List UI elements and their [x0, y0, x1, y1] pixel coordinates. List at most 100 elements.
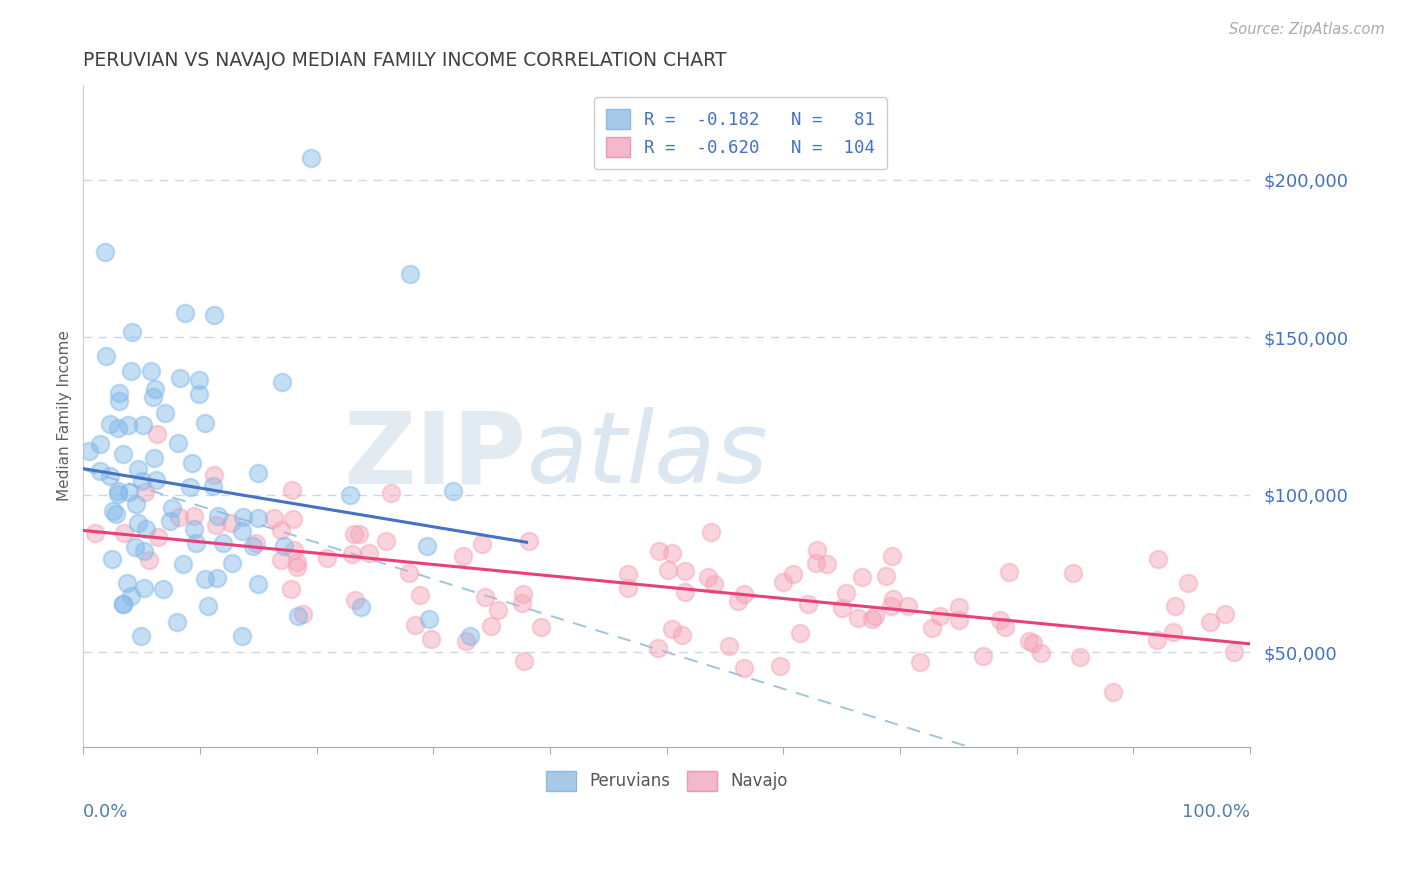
Point [283, 542, 305, 557]
Point [648, 544, 671, 558]
Point [120, 589, 142, 603]
Text: 100.0%: 100.0% [1182, 804, 1250, 822]
Point [207, 508, 229, 523]
Point [263, 510, 285, 524]
Point [1161, 625, 1184, 640]
Point [454, 634, 477, 648]
Point [727, 594, 749, 608]
Point [167, 510, 190, 524]
Point [380, 486, 402, 500]
Y-axis label: Median Family Income: Median Family Income [58, 330, 72, 501]
Point [94, 350, 117, 364]
Point [166, 615, 188, 630]
Point [245, 536, 267, 550]
Point [733, 661, 755, 675]
Point [231, 629, 253, 643]
Point [1177, 575, 1199, 590]
Point [404, 618, 426, 632]
Point [921, 621, 943, 635]
Point [789, 626, 811, 640]
Point [882, 549, 904, 563]
Point [145, 473, 167, 487]
Point [118, 485, 141, 500]
Point [299, 151, 322, 165]
Point [202, 467, 225, 482]
Point [138, 553, 160, 567]
Point [112, 525, 135, 540]
Text: ZIP: ZIP [343, 407, 527, 504]
Point [772, 575, 794, 590]
Point [132, 418, 155, 433]
Point [806, 542, 828, 557]
Point [174, 306, 197, 320]
Point [134, 485, 156, 500]
Point [132, 581, 155, 595]
Point [232, 510, 254, 524]
Point [349, 526, 371, 541]
Point [673, 564, 696, 578]
Point [703, 576, 725, 591]
Point [125, 497, 148, 511]
Point [1147, 551, 1170, 566]
Point [616, 581, 638, 595]
Point [530, 619, 553, 633]
Text: PERUVIAN VS NAVAJO MEDIAN FAMILY INCOME CORRELATION CHART: PERUVIAN VS NAVAJO MEDIAN FAMILY INCOME … [83, 51, 727, 70]
Point [187, 387, 209, 401]
Point [167, 436, 190, 450]
Point [988, 613, 1011, 627]
Point [415, 539, 437, 553]
Point [513, 654, 536, 668]
Point [733, 587, 755, 601]
Point [84, 525, 107, 540]
Point [183, 523, 205, 537]
Point [1223, 645, 1246, 659]
Point [79, 443, 101, 458]
Text: atlas: atlas [527, 407, 768, 504]
Legend: Peruvians, Navajo: Peruvians, Navajo [538, 764, 794, 797]
Point [699, 524, 721, 539]
Point [127, 516, 149, 530]
Point [797, 597, 820, 611]
Point [100, 552, 122, 566]
Point [875, 569, 897, 583]
Point [107, 486, 129, 500]
Point [972, 649, 994, 664]
Point [815, 557, 838, 571]
Point [994, 620, 1017, 634]
Point [929, 608, 952, 623]
Point [1018, 633, 1040, 648]
Point [1146, 632, 1168, 647]
Point [948, 613, 970, 627]
Point [375, 533, 398, 548]
Point [219, 516, 242, 531]
Point [316, 550, 339, 565]
Point [172, 557, 194, 571]
Point [142, 390, 165, 404]
Point [292, 607, 315, 621]
Point [273, 539, 295, 553]
Point [1069, 649, 1091, 664]
Point [998, 566, 1021, 580]
Point [202, 308, 225, 322]
Point [194, 416, 217, 430]
Point [194, 572, 217, 586]
Point [285, 560, 308, 574]
Point [181, 456, 204, 470]
Point [948, 599, 970, 614]
Point [148, 530, 170, 544]
Point [152, 582, 174, 596]
Point [202, 479, 225, 493]
Point [863, 609, 886, 624]
Point [98, 468, 121, 483]
Point [882, 592, 904, 607]
Point [115, 576, 138, 591]
Point [696, 569, 718, 583]
Point [111, 597, 134, 611]
Point [617, 566, 640, 581]
Point [851, 570, 873, 584]
Point [671, 628, 693, 642]
Point [486, 603, 509, 617]
Point [1062, 566, 1084, 580]
Point [860, 612, 883, 626]
Point [111, 447, 134, 461]
